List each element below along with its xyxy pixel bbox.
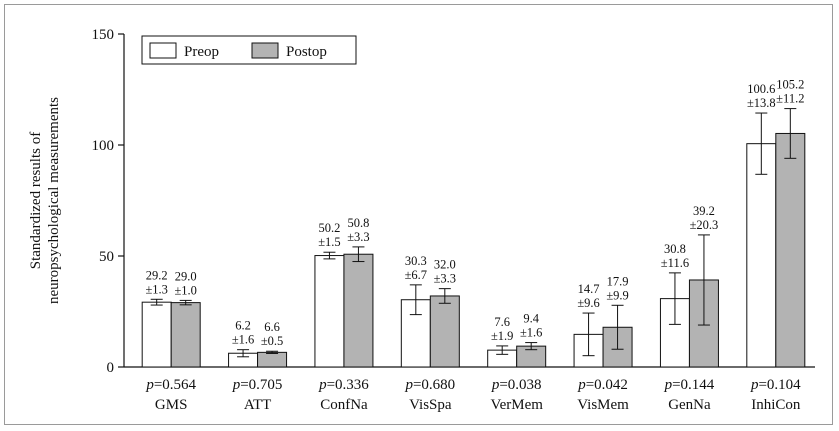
p-value-label: p=0.042 [577, 377, 628, 393]
data-label-error: ±13.8 [747, 96, 776, 110]
category-label-vismem: VisMem [577, 397, 629, 413]
y-tick-label: 150 [92, 27, 115, 43]
data-label-error: ±9.9 [606, 288, 629, 302]
p-value-label: p=0.144 [664, 377, 715, 393]
p-value-label: p=0.038 [491, 377, 542, 393]
data-label-error: ±1.5 [318, 235, 341, 249]
p-value-label: p=0.705 [232, 377, 283, 393]
legend-swatch-preop [149, 42, 177, 59]
y-axis-title: Standardized results of neuropsychologic… [28, 97, 62, 304]
legend: Preop Postop [141, 35, 357, 65]
data-label-value: 6.6 [264, 320, 280, 334]
error-bar-postop-visspa [438, 288, 451, 304]
data-label-error: ±11.6 [661, 256, 689, 270]
error-bar-preop-gms [150, 298, 163, 306]
error-bar-postop-att [266, 350, 279, 354]
error-bar-postop-gms [179, 299, 192, 306]
data-label-value: 6.2 [235, 319, 251, 333]
data-labels: ±1.329.2±1.029.0±1.66.2±0.56.6±1.550.2±3… [145, 78, 804, 349]
data-label-error: ±1.6 [520, 326, 543, 340]
p-value-label: p=0.564 [145, 377, 196, 393]
category-label-gms: GMS [155, 397, 188, 413]
data-label-value: 7.6 [494, 315, 510, 329]
p-value-label: p=0.680 [404, 377, 455, 393]
bar-postop-visspa [429, 295, 460, 368]
legend-label-preop: Preop [184, 44, 219, 60]
error-bar-preop-att [237, 349, 250, 358]
data-label-error: ±9.6 [577, 296, 600, 310]
error-bar-postop-vermem [525, 342, 538, 351]
data-label-value: 32.0 [434, 258, 456, 272]
legend-swatch-postop [251, 42, 279, 59]
data-label-value: 29.0 [175, 269, 197, 283]
bar-preop-gms [141, 301, 172, 368]
error-bar-postop-genna [697, 234, 710, 326]
category-label-confna: ConfNa [320, 397, 368, 413]
error-bars [150, 108, 797, 358]
bar-postop-confna [343, 253, 374, 368]
data-label-error: ±1.6 [232, 333, 255, 347]
y-tick-label: 0 [107, 360, 115, 376]
data-label-value: 50.8 [348, 216, 370, 230]
p-value-label: p=0.336 [318, 377, 369, 393]
bar-postop-inhicon [775, 132, 806, 368]
data-label-error: ±11.2 [776, 92, 804, 106]
data-label-error: ±3.3 [434, 272, 457, 286]
data-label-value: 105.2 [776, 78, 804, 92]
bar-preop-inhicon [746, 143, 777, 368]
category-label-vermem: VerMem [490, 397, 543, 413]
data-label-error: ±6.7 [405, 268, 428, 282]
category-labels: p=0.564 GMS p=0.705 ATT p=0.336 ConfNa p=0.680… [145, 377, 801, 413]
data-label-value: 30.3 [405, 254, 427, 268]
data-label-error: ±1.0 [174, 283, 197, 297]
data-label-value: 14.7 [578, 282, 600, 296]
error-bar-preop-vermem [496, 345, 509, 355]
data-label-value: 39.2 [693, 204, 715, 218]
data-label-value: 50.2 [319, 221, 341, 235]
data-label-value: 9.4 [523, 312, 539, 326]
data-label-value: 30.8 [664, 242, 686, 256]
data-label-error: ±1.9 [491, 329, 514, 343]
bar-postop-gms [170, 302, 201, 368]
y-tick-label: 100 [92, 138, 115, 154]
error-bar-preop-confna [323, 251, 336, 260]
bar-postop-att [257, 351, 288, 368]
data-label-value: 100.6 [747, 82, 775, 96]
error-bar-postop-inhicon [784, 108, 797, 159]
data-label-error: ±1.3 [145, 282, 168, 296]
error-bar-preop-genna [668, 272, 681, 325]
data-label-value: 17.9 [607, 274, 629, 288]
y-axis-title-line-1: Standardized results of [28, 132, 44, 269]
data-label-error: ±3.3 [347, 230, 370, 244]
category-label-visspa: VisSpa [409, 397, 452, 413]
category-label-genna: GenNa [668, 397, 711, 413]
data-label-value: 29.2 [146, 268, 168, 282]
error-bar-postop-vismem [611, 304, 624, 350]
legend-box [141, 35, 357, 65]
bars [141, 132, 806, 368]
error-bar-preop-visspa [409, 284, 422, 316]
error-bar-preop-vismem [582, 312, 595, 357]
y-axis-title-line-2: neuropsychological measurements [46, 97, 62, 304]
legend-label-postop: Postop [286, 44, 327, 60]
p-value-label: p=0.104 [750, 377, 801, 393]
y-axis-ticks: 0 50 100 150 [92, 27, 124, 376]
data-label-error: ±0.5 [261, 334, 284, 348]
category-label-inhicon: InhiCon [751, 397, 801, 413]
error-bar-preop-inhicon [755, 112, 768, 175]
error-bar-postop-confna [352, 246, 365, 263]
bar-preop-confna [314, 255, 345, 368]
data-label-error: ±20.3 [690, 218, 719, 232]
y-tick-label: 50 [99, 249, 114, 265]
category-label-att: ATT [244, 397, 272, 413]
